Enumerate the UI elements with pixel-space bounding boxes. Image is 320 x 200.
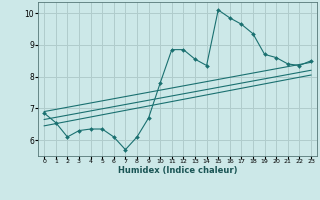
X-axis label: Humidex (Indice chaleur): Humidex (Indice chaleur): [118, 166, 237, 175]
